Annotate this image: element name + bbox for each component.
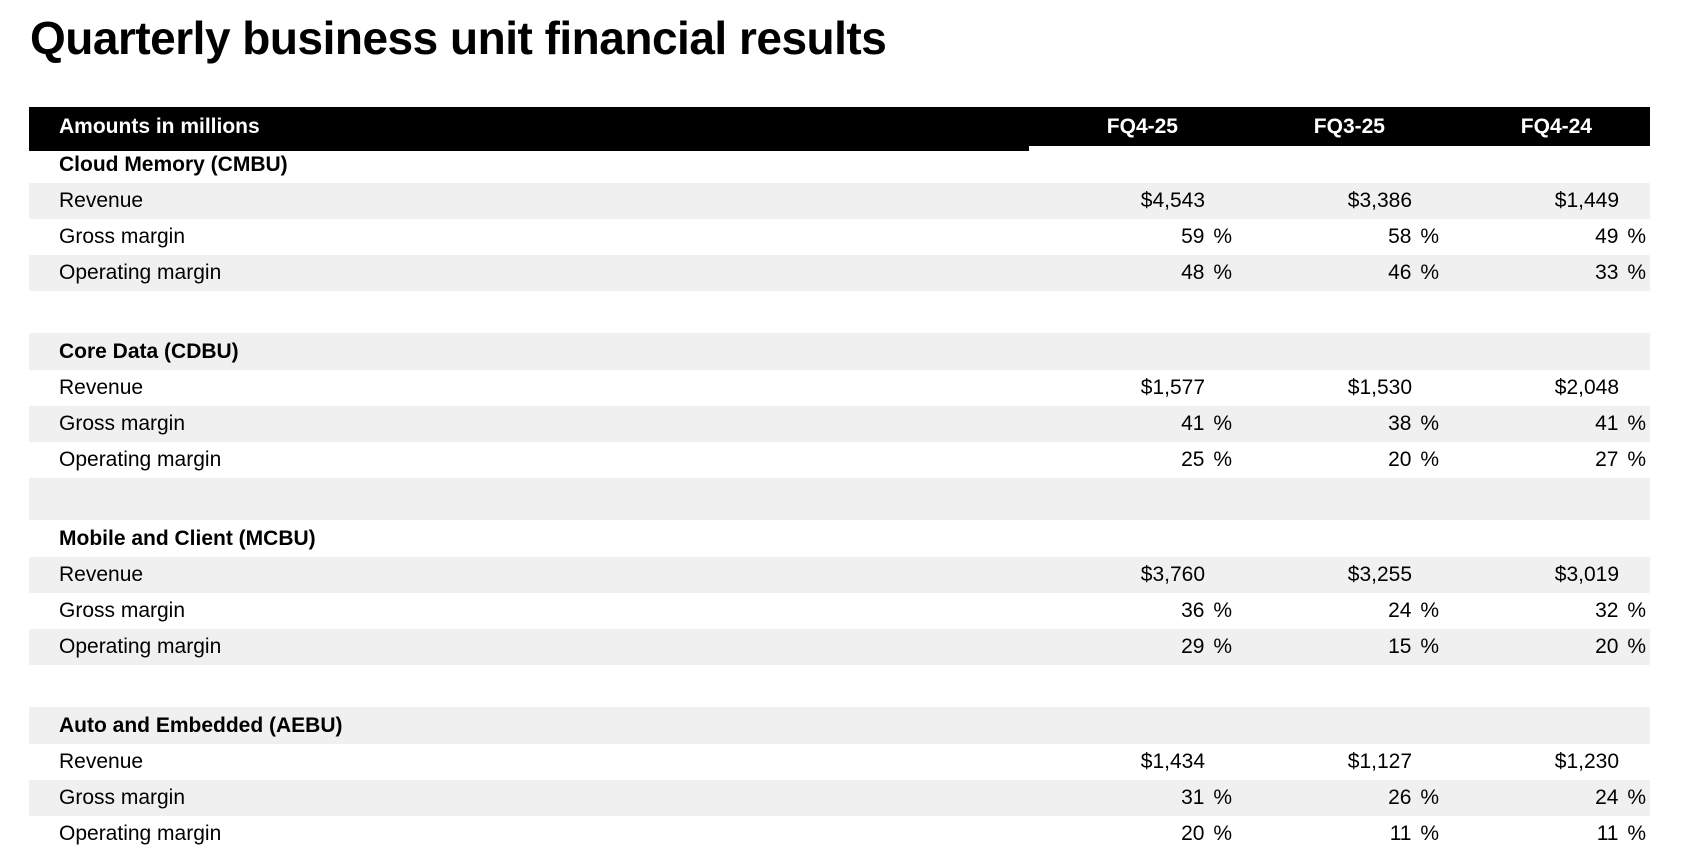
value-cell: $4,543 xyxy=(1140,189,1205,212)
table-row: Gross margin 59 % 58 % 49 % xyxy=(29,219,1650,255)
value-cell: $3,019 xyxy=(1554,563,1619,586)
section-header-mcbu: Mobile and Client (MCBU) xyxy=(29,520,1650,557)
section-header-cmbu: Cloud Memory (CMBU) xyxy=(29,146,1650,183)
table-row: Revenue $3,760 $3,255 $3,019 xyxy=(29,557,1650,593)
row-label: Revenue xyxy=(59,189,144,212)
value-cell: 46 % xyxy=(1388,261,1439,284)
row-label: Operating margin xyxy=(59,448,222,471)
row-label: Gross margin xyxy=(59,599,186,622)
table-row: Revenue $1,577 $1,530 $2,048 xyxy=(29,370,1650,406)
value-cell: 29 % xyxy=(1181,635,1232,658)
value-cell: 20 % xyxy=(1388,448,1439,471)
table-row: Gross margin 41 % 38 % 41 % xyxy=(29,406,1650,442)
row-label: Gross margin xyxy=(59,225,186,248)
section-title: Mobile and Client (MCBU) xyxy=(59,526,316,550)
value-cell: 31 % xyxy=(1181,786,1232,809)
value-cell: 24 % xyxy=(1595,786,1646,809)
table-row: Operating margin 48 % 46 % 33 % xyxy=(29,255,1650,291)
value-cell: $3,760 xyxy=(1140,563,1205,586)
value-cell: 20 % xyxy=(1181,822,1232,845)
table-header-label: Amounts in millions xyxy=(29,107,1029,146)
table-row: Operating margin 29 % 15 % 20 % xyxy=(29,629,1650,665)
value-cell: 24 % xyxy=(1388,599,1439,622)
value-cell: 32 % xyxy=(1595,599,1646,622)
value-cell: $1,434 xyxy=(1140,750,1205,773)
table-row: Operating margin 25 % 20 % 27 % xyxy=(29,442,1650,478)
column-header-fq4-25: FQ4-25 xyxy=(1106,114,1178,138)
value-cell: 38 % xyxy=(1388,412,1439,435)
value-cell: 27 % xyxy=(1595,448,1646,471)
value-cell: 11 % xyxy=(1596,822,1646,845)
value-cell: 33 % xyxy=(1595,261,1646,284)
table-row: Gross margin 31 % 26 % 24 % xyxy=(29,780,1650,816)
value-cell: 15 % xyxy=(1388,635,1439,658)
value-cell: 20 % xyxy=(1595,635,1646,658)
value-cell: 59 % xyxy=(1181,225,1232,248)
table-row: Revenue $1,434 $1,127 $1,230 xyxy=(29,744,1650,780)
value-cell: $1,530 xyxy=(1347,376,1412,399)
table-row: Revenue $4,543 $3,386 $1,449 xyxy=(29,183,1650,219)
section-header-aebu: Auto and Embedded (AEBU) xyxy=(29,707,1650,744)
value-cell: 48 % xyxy=(1181,261,1232,284)
row-label: Revenue xyxy=(59,750,144,773)
value-cell: $2,048 xyxy=(1554,376,1619,399)
table-row: Operating margin 20 % 11 % 11 % xyxy=(29,816,1650,852)
row-label: Revenue xyxy=(59,376,144,399)
row-label: Operating margin xyxy=(59,822,222,845)
value-cell: 11 % xyxy=(1389,822,1439,845)
value-cell: 25 % xyxy=(1181,448,1232,471)
value-cell: 49 % xyxy=(1595,225,1646,248)
value-cell: 58 % xyxy=(1388,225,1439,248)
value-cell: $3,255 xyxy=(1347,563,1412,586)
value-cell: 36 % xyxy=(1181,599,1232,622)
table-header-row: Amounts in millions FQ4-25 FQ3-25 FQ4-24 xyxy=(29,107,1650,146)
value-cell: $1,230 xyxy=(1554,750,1619,773)
value-cell: $1,449 xyxy=(1554,189,1619,212)
spacer-row xyxy=(29,291,1650,333)
value-cell: $3,386 xyxy=(1347,189,1412,212)
section-title: Cloud Memory (CMBU) xyxy=(59,152,288,176)
table-row: Gross margin 36 % 24 % 32 % xyxy=(29,593,1650,629)
spacer-row xyxy=(29,478,1650,520)
value-cell: 26 % xyxy=(1388,786,1439,809)
section-title: Auto and Embedded (AEBU) xyxy=(59,713,343,737)
row-label: Operating margin xyxy=(59,635,222,658)
value-cell: 41 % xyxy=(1595,412,1646,435)
spacer-row xyxy=(29,665,1650,707)
value-cell: 41 % xyxy=(1181,412,1232,435)
row-label: Revenue xyxy=(59,563,144,586)
row-label: Operating margin xyxy=(59,261,222,284)
value-cell: $1,127 xyxy=(1347,750,1412,773)
row-label: Gross margin xyxy=(59,412,186,435)
column-header-fq4-24: FQ4-24 xyxy=(1520,114,1592,138)
column-header-fq3-25: FQ3-25 xyxy=(1313,114,1385,138)
financial-table: Amounts in millions FQ4-25 FQ3-25 FQ4-24… xyxy=(29,107,1650,852)
value-cell: $1,577 xyxy=(1140,376,1205,399)
row-label: Gross margin xyxy=(59,786,186,809)
page-title: Quarterly business unit financial result… xyxy=(30,12,887,64)
section-title: Core Data (CDBU) xyxy=(59,339,239,363)
section-header-cdbu: Core Data (CDBU) xyxy=(29,333,1650,370)
